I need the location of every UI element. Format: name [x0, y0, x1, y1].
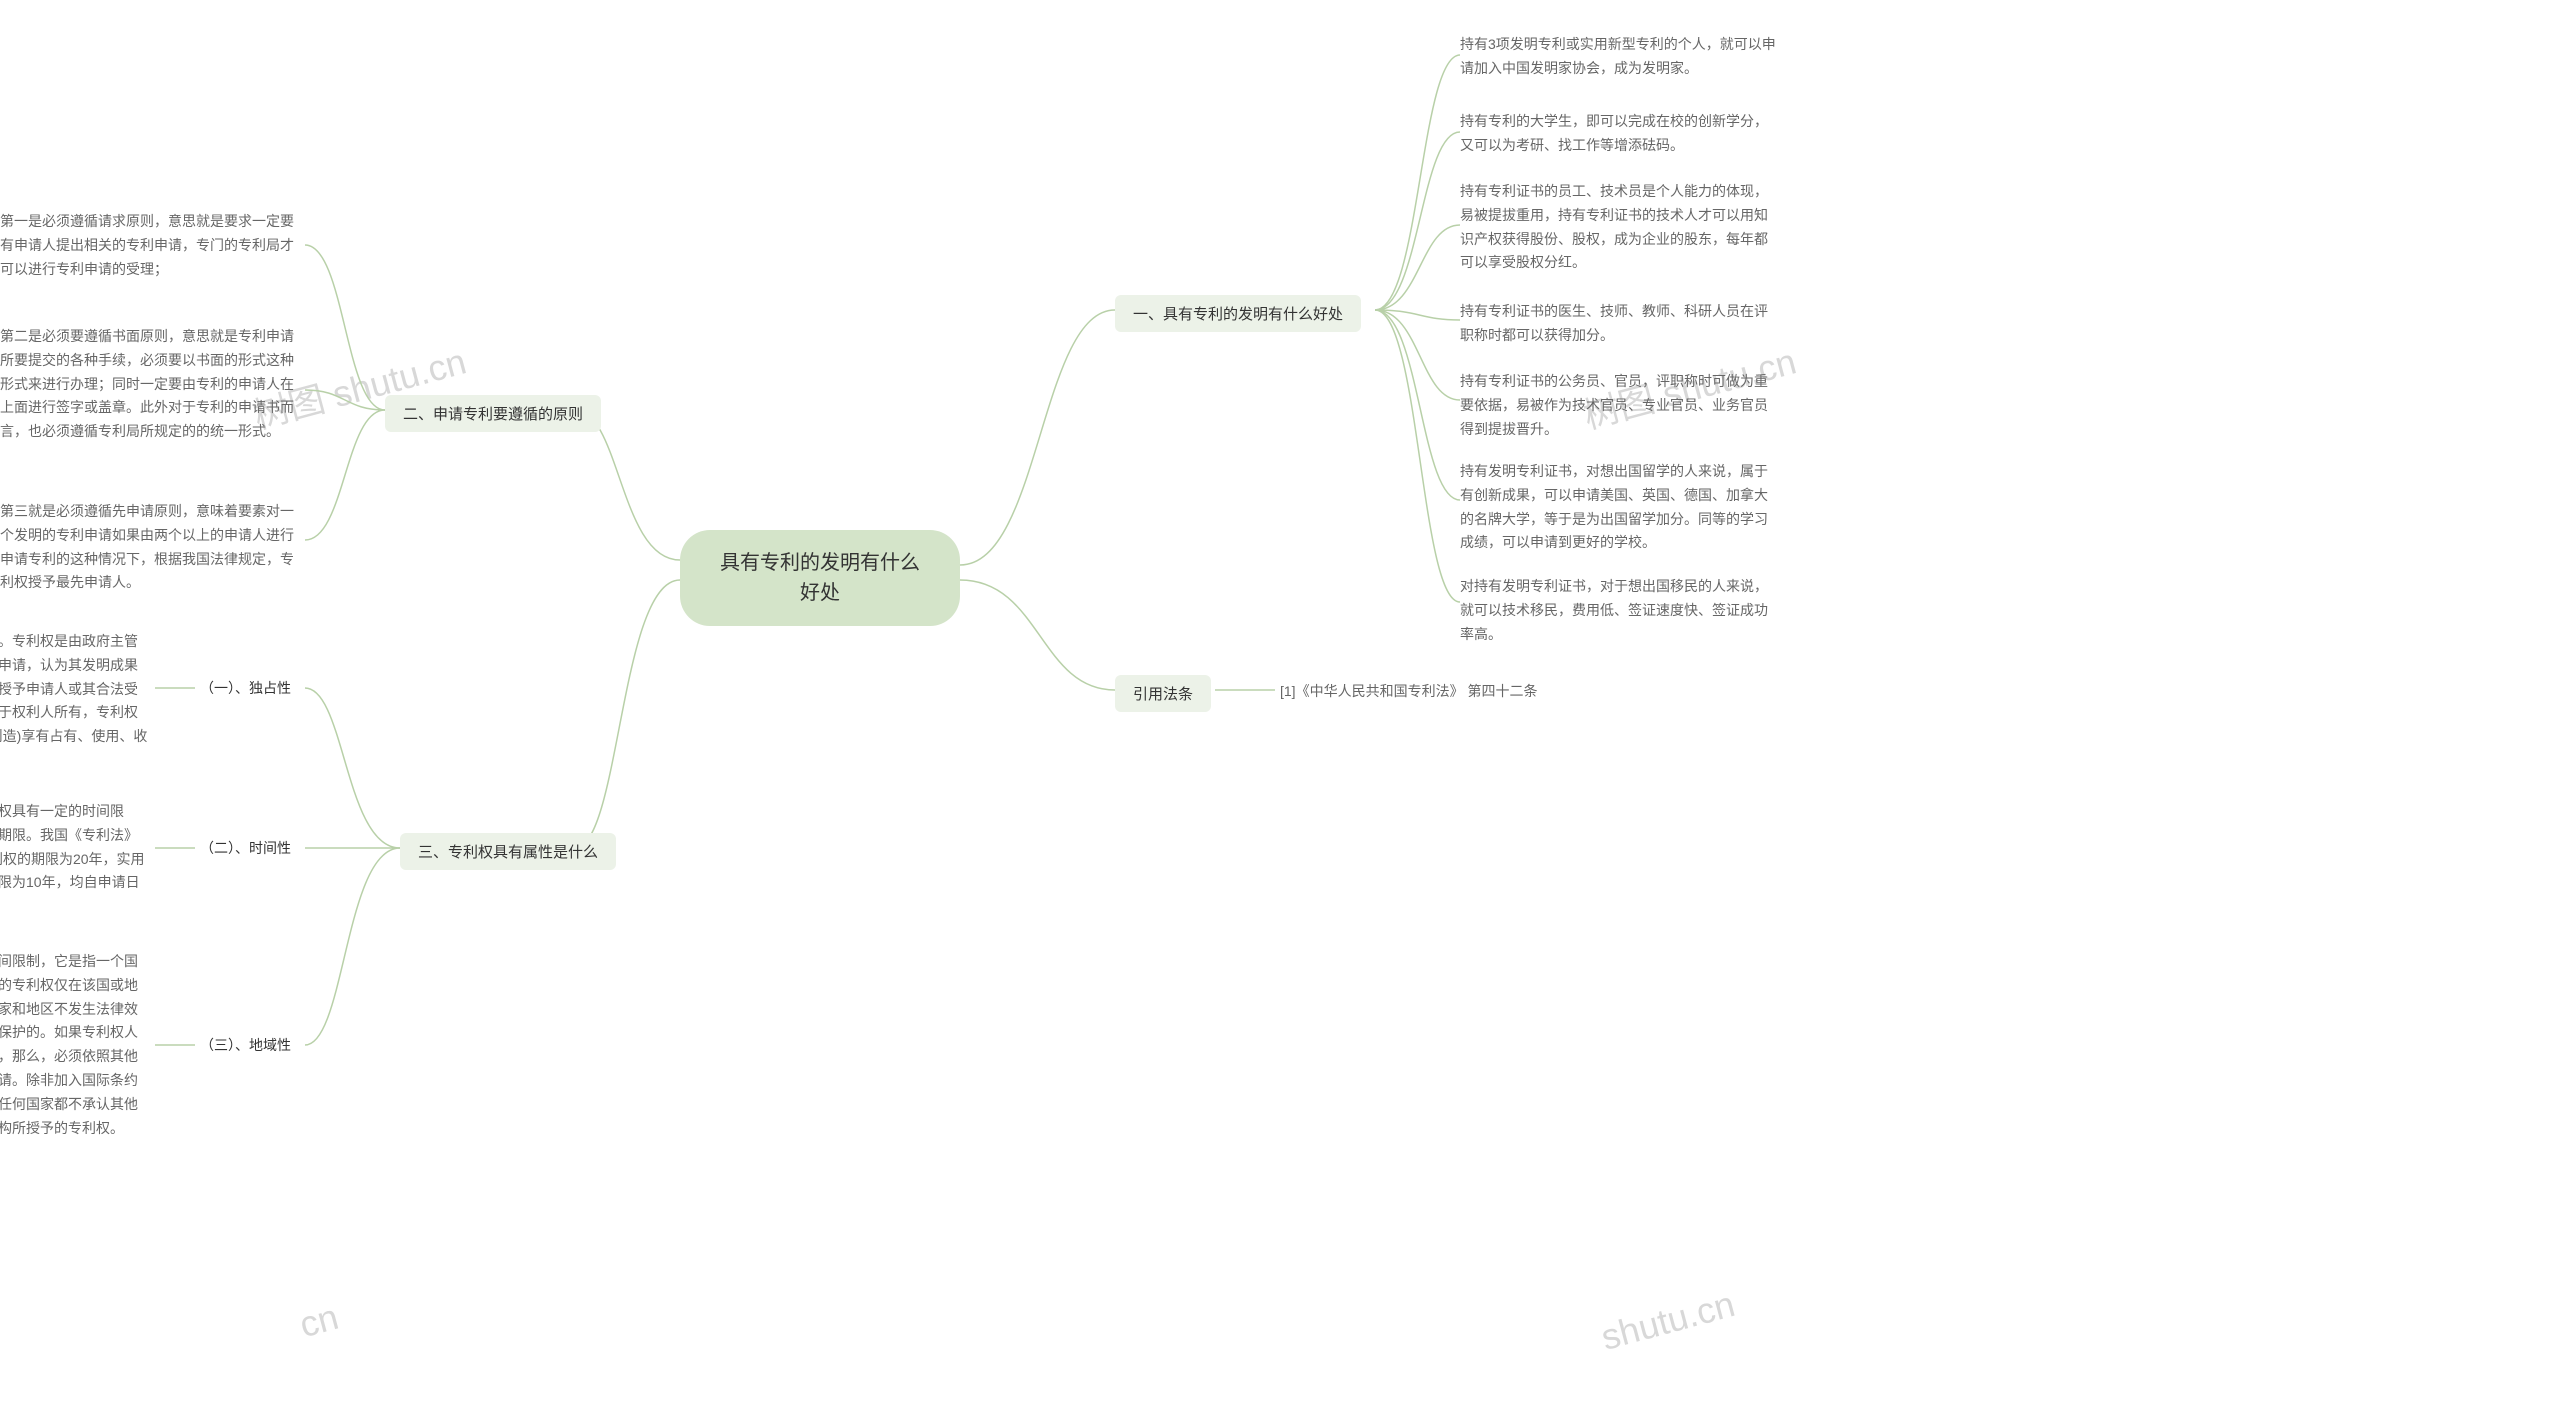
sub-temporality: （二）、时间性 [200, 838, 291, 858]
branch-label: 一、具有专利的发明有什么好处 [1133, 306, 1343, 323]
principle-item: 第三就是必须遵循先申请原则，意味着要素对一个发明的专利申请如果由两个以上的申请人… [0, 500, 305, 595]
branch-principles: 二、申请专利要遵循的原则 [385, 395, 601, 432]
principle-item: 第一是必须遵循请求原则，意思就是要求一定要有申请人提出相关的专利申请，专门的专利… [0, 210, 305, 281]
benefit-item: 对持有发明专利证书，对于想出国移民的人来说，就可以技术移民，费用低、签证速度快、… [1460, 575, 1780, 646]
benefit-item: 持有3项发明专利或实用新型专利的个人，就可以申请加入中国发明家协会，成为发明家。 [1460, 33, 1780, 81]
benefit-item: 持有专利证书的公务员、官员，评职称时可做为重要依据，易被作为技术官员、专业官员、… [1460, 370, 1780, 441]
branch-benefits: 一、具有专利的发明有什么好处 [1115, 295, 1361, 332]
branch-reference: 引用法条 [1115, 675, 1211, 712]
branch-label: 二、申请专利要遵循的原则 [403, 406, 583, 423]
attribute-text: 专利权的时间性，即指专利权具有一定的时间限制，也就是法律规定的保护期限。我国《专… [0, 800, 150, 919]
principle-item: 第二是必须要遵循书面原则，意思就是专利申请所要提交的各种手续，必须要以书面的形式… [0, 325, 305, 444]
center-title: 具有专利的发明有什么好处 [720, 552, 920, 604]
branch-attributes: 三、专利权具有属性是什么 [400, 833, 616, 870]
branch-label: 引用法条 [1133, 686, 1193, 703]
benefit-item: 持有专利的大学生，即可以完成在校的创新学分，又可以为考研、找工作等增添砝码。 [1460, 110, 1780, 158]
attribute-text: 地域性，就是对专利权的空间限制，它是指一个国家或一个地区所授予和保护的专利权仅在… [0, 950, 150, 1140]
branch-label: 三、专利权具有属性是什么 [418, 844, 598, 861]
sub-territoriality: （三）、地域性 [200, 1035, 291, 1055]
sub-exclusivity: （一）、独占性 [200, 678, 291, 698]
benefit-item: 持有发明专利证书，对想出国留学的人来说，属于有创新成果，可以申请美国、英国、德国… [1460, 460, 1780, 555]
benefit-item: 持有专利证书的员工、技术员是个人能力的体现，易被提拔重用，持有专利证书的技术人才… [1460, 180, 1780, 275]
attribute-text: 独占性亦称垄断性或专有性。专利权是由政府主管部门根据发明人或申请人的申请，认为其… [0, 630, 150, 773]
center-node: 具有专利的发明有什么好处 [680, 530, 960, 626]
reference-item: [1]《中华人民共和国专利法》 第四十二条 [1280, 680, 1537, 704]
benefit-item: 持有专利证书的医生、技师、教师、科研人员在评职称时都可以获得加分。 [1460, 300, 1780, 348]
